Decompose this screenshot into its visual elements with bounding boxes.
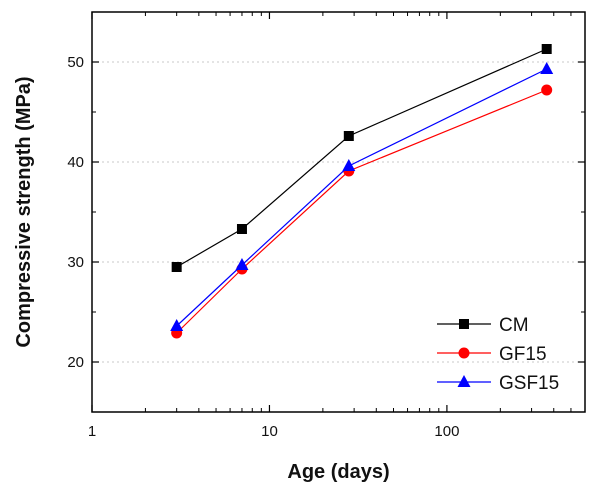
legend-marker-gf15 [458, 347, 470, 359]
y-tick-label: 50 [67, 54, 84, 71]
data-point-gsf15 [235, 258, 249, 270]
legend: CM GF15 GSF15 [437, 315, 559, 394]
legend-label-cm: CM [499, 315, 529, 336]
legend-marker-cm [459, 319, 469, 329]
series-line-cm [176, 48, 547, 268]
series-line-gf15 [176, 89, 547, 334]
data-point-gf15 [541, 84, 553, 96]
data-point-cm [236, 224, 247, 234]
x-tick-label: 10 [261, 423, 278, 440]
series-line-gsf15 [176, 68, 547, 327]
legend-marker-gsf15 [457, 375, 471, 387]
legend-label-gsf15: GSF15 [499, 373, 559, 394]
data-point-cm [171, 262, 182, 272]
legend-label-gf15: GF15 [499, 344, 547, 365]
y-axis-title: Compressive strength (MPa) [13, 76, 35, 347]
data-point-gsf15 [540, 62, 554, 74]
data-point-gsf15 [170, 319, 184, 331]
axis-ticks: 20 30 40 50 1 10 100 [67, 11, 586, 440]
y-tick-label: 40 [67, 154, 84, 171]
data-point-cm [343, 131, 354, 141]
gridlines [92, 61, 585, 363]
y-tick-label: 30 [67, 254, 84, 271]
data-point-gsf15 [342, 159, 356, 171]
y-tick-label: 20 [67, 354, 84, 371]
data-point-cm [541, 44, 552, 54]
series-layer [170, 44, 554, 339]
x-axis-title: Age (days) [287, 461, 389, 483]
x-tick-label: 1 [88, 423, 96, 440]
x-tick-label: 100 [434, 423, 459, 440]
